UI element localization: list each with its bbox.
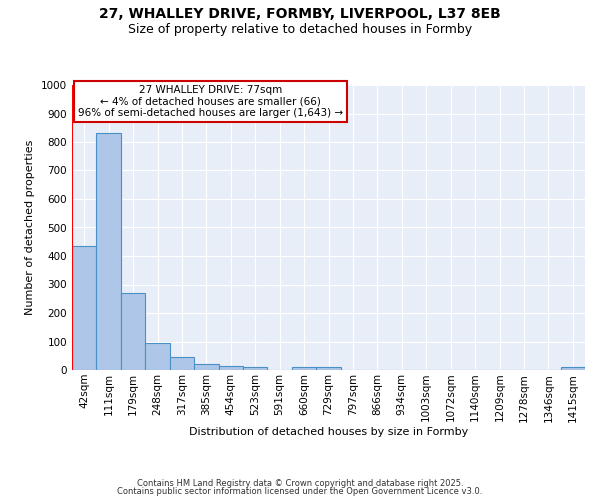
Bar: [218, 366, 243, 370]
Text: 27 WHALLEY DRIVE: 77sqm
← 4% of detached houses are smaller (66)
96% of semi-det: 27 WHALLEY DRIVE: 77sqm ← 4% of detached…: [78, 85, 343, 118]
Bar: [145, 343, 170, 370]
Bar: [316, 367, 341, 370]
Text: Contains HM Land Registry data © Crown copyright and database right 2025.: Contains HM Land Registry data © Crown c…: [137, 478, 463, 488]
Bar: [292, 367, 316, 370]
Bar: [243, 367, 268, 370]
Text: 27, WHALLEY DRIVE, FORMBY, LIVERPOOL, L37 8EB: 27, WHALLEY DRIVE, FORMBY, LIVERPOOL, L3…: [99, 8, 501, 22]
Bar: [97, 134, 121, 370]
Text: Contains public sector information licensed under the Open Government Licence v3: Contains public sector information licen…: [118, 487, 482, 496]
X-axis label: Distribution of detached houses by size in Formby: Distribution of detached houses by size …: [189, 427, 468, 437]
Y-axis label: Number of detached properties: Number of detached properties: [25, 140, 35, 315]
Text: Size of property relative to detached houses in Formby: Size of property relative to detached ho…: [128, 22, 472, 36]
Bar: [194, 364, 218, 370]
Bar: [170, 357, 194, 370]
Bar: [72, 246, 97, 370]
Bar: [560, 367, 585, 370]
Bar: [121, 293, 145, 370]
